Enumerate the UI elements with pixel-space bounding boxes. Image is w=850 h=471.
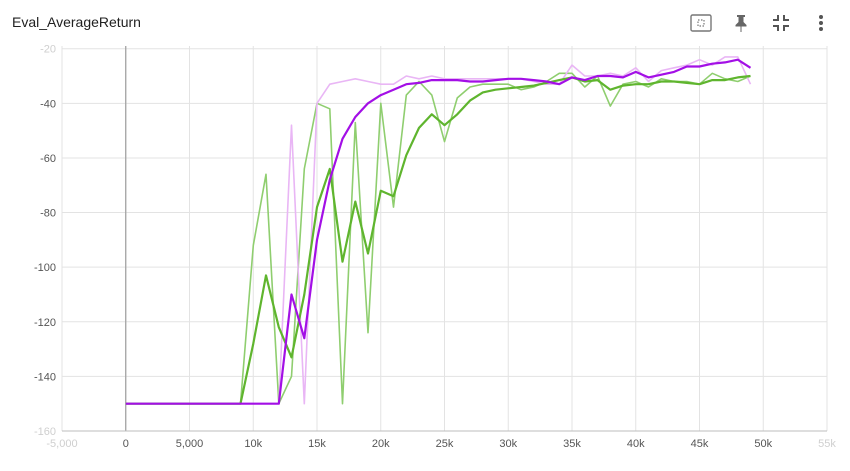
grid xyxy=(61,46,828,432)
more-vert-icon xyxy=(819,15,823,31)
x-tick-label: 30k xyxy=(499,438,517,450)
y-tick-label: -100 xyxy=(34,262,56,274)
x-tick-label: -5,000 xyxy=(46,438,77,450)
y-tick-label: -60 xyxy=(40,153,56,165)
x-axis-ticks: -5,000 0 5,000 10k 15k 20k 25k 30k 35k 40k 45k 50k 5… xyxy=(46,438,836,450)
x-tick-label: 50k xyxy=(754,438,772,450)
y-tick-label: -20 xyxy=(40,44,56,56)
x-tick-label: 35k xyxy=(563,438,581,450)
series-0-raw-line xyxy=(125,72,751,405)
more-options-button[interactable] xyxy=(810,12,832,34)
y-tick-label: -80 xyxy=(40,208,56,220)
fit-domain-button[interactable] xyxy=(690,12,712,34)
y-tick-label: -140 xyxy=(34,371,56,383)
raw-series-layer xyxy=(125,56,752,405)
x-tick-label: 5,000 xyxy=(176,438,204,450)
fit-domain-icon xyxy=(690,14,712,32)
x-tick-label: 40k xyxy=(627,438,645,450)
collapse-icon xyxy=(773,15,789,31)
smoothed-series-layer xyxy=(125,58,752,405)
y-tick-label: -40 xyxy=(40,98,56,110)
x-tick-label: 55k xyxy=(818,438,836,450)
x-tick-label: 15k xyxy=(308,438,326,450)
pin-icon xyxy=(735,15,747,32)
y-tick-label: -120 xyxy=(34,317,56,329)
x-tick-label: 20k xyxy=(372,438,390,450)
collapse-button[interactable] xyxy=(770,12,792,34)
x-tick-label: 25k xyxy=(436,438,454,450)
series-1-raw-line xyxy=(125,56,752,405)
pin-button[interactable] xyxy=(730,12,752,34)
series-1-smoothed-line[interactable] xyxy=(125,58,752,405)
y-axis-ticks: -20 -40 -60 -80 -100 -120 -140 -160 xyxy=(34,44,56,438)
x-tick-label: 45k xyxy=(691,438,709,450)
x-tick-label: 10k xyxy=(244,438,262,450)
axes xyxy=(62,46,827,432)
y-tick-label: -160 xyxy=(34,426,56,438)
x-tick-label: 0 xyxy=(123,438,129,450)
series-0-smoothed-line[interactable] xyxy=(125,74,751,405)
chart-title: Eval_AverageReturn xyxy=(12,14,141,30)
chart-toolbar xyxy=(690,12,832,34)
